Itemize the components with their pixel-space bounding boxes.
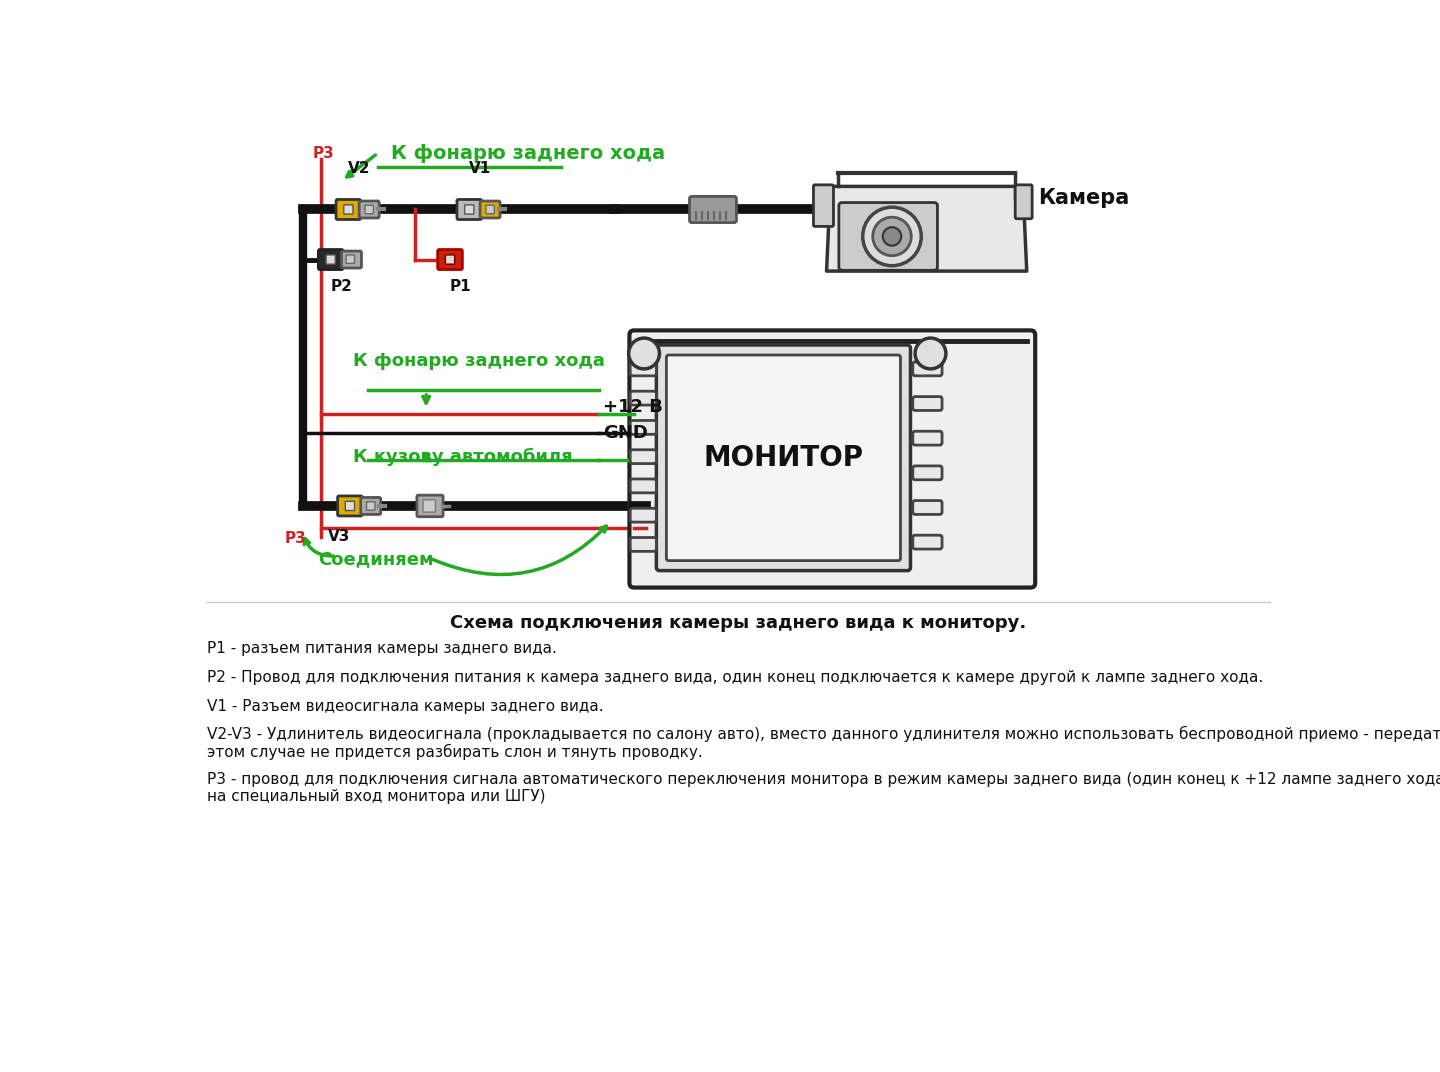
FancyBboxPatch shape [360, 497, 380, 515]
FancyBboxPatch shape [913, 501, 942, 515]
FancyBboxPatch shape [359, 202, 379, 218]
FancyBboxPatch shape [631, 391, 657, 405]
FancyBboxPatch shape [913, 535, 942, 549]
FancyBboxPatch shape [631, 537, 657, 551]
FancyBboxPatch shape [913, 362, 942, 376]
FancyBboxPatch shape [631, 508, 657, 522]
FancyBboxPatch shape [480, 202, 500, 218]
FancyBboxPatch shape [913, 466, 942, 480]
FancyBboxPatch shape [690, 196, 736, 223]
Text: GND: GND [603, 423, 648, 442]
FancyBboxPatch shape [456, 199, 481, 220]
FancyBboxPatch shape [631, 479, 657, 493]
Text: К фонарю заднего хода: К фонарю заднего хода [353, 352, 605, 370]
FancyBboxPatch shape [485, 205, 494, 213]
FancyBboxPatch shape [318, 250, 343, 269]
FancyBboxPatch shape [840, 203, 937, 270]
Text: Камера: Камера [1038, 188, 1129, 208]
Text: P3: P3 [285, 532, 307, 547]
FancyBboxPatch shape [445, 255, 455, 264]
FancyBboxPatch shape [631, 420, 657, 434]
FancyBboxPatch shape [337, 496, 363, 516]
Circle shape [914, 338, 946, 369]
FancyBboxPatch shape [366, 502, 374, 510]
FancyBboxPatch shape [346, 255, 354, 264]
Text: Р3 - провод для подключения сигнала автоматического переключения монитора в режи: Р3 - провод для подключения сигнала авто… [207, 772, 1440, 804]
Text: Р2 - Провод для подключения питания к камера заднего вида, один конец подключает: Р2 - Провод для подключения питания к ка… [207, 670, 1263, 685]
Text: P2: P2 [331, 279, 353, 294]
FancyBboxPatch shape [913, 431, 942, 445]
Text: Р1 - разъем питания камеры заднего вида.: Р1 - разъем питания камеры заднего вида. [207, 641, 557, 656]
FancyBboxPatch shape [344, 205, 353, 214]
FancyBboxPatch shape [465, 205, 474, 214]
Text: V2: V2 [348, 162, 370, 177]
FancyBboxPatch shape [913, 397, 942, 411]
FancyBboxPatch shape [1015, 184, 1032, 219]
FancyBboxPatch shape [336, 199, 360, 220]
Text: К кузову автомобиля: К кузову автомобиля [353, 448, 573, 466]
FancyBboxPatch shape [341, 251, 361, 268]
Polygon shape [827, 187, 1027, 271]
Text: Схема подключения камеры заднего вида к монитору.: Схема подключения камеры заднего вида к … [449, 614, 1027, 631]
FancyBboxPatch shape [346, 502, 354, 510]
FancyBboxPatch shape [364, 205, 373, 213]
Text: V3: V3 [328, 530, 350, 544]
FancyBboxPatch shape [631, 450, 657, 463]
Circle shape [629, 338, 660, 369]
FancyBboxPatch shape [657, 345, 910, 570]
FancyBboxPatch shape [423, 500, 435, 512]
Text: V2-V3 - Удлинитель видеосигнала (прокладывается по салону авто), вместо данного : V2-V3 - Удлинитель видеосигнала (проклад… [207, 726, 1440, 760]
FancyBboxPatch shape [814, 184, 834, 226]
Text: +12 В: +12 В [603, 399, 664, 416]
Text: К фонарю заднего хода: К фонарю заднего хода [392, 144, 665, 163]
Circle shape [863, 207, 922, 266]
FancyBboxPatch shape [438, 250, 462, 269]
FancyBboxPatch shape [325, 255, 336, 264]
Circle shape [883, 227, 901, 245]
Text: P1: P1 [449, 279, 472, 294]
Text: P3: P3 [312, 146, 334, 161]
FancyBboxPatch shape [629, 330, 1035, 587]
Circle shape [873, 218, 912, 256]
Text: Соединяем: Соединяем [318, 551, 433, 568]
FancyBboxPatch shape [418, 495, 444, 517]
FancyBboxPatch shape [667, 355, 900, 561]
Text: V1 - Разъем видеосигнала камеры заднего вида.: V1 - Разъем видеосигнала камеры заднего … [207, 699, 603, 714]
Text: МОНИТОР: МОНИТОР [703, 444, 864, 472]
FancyBboxPatch shape [631, 362, 657, 376]
Text: V1: V1 [469, 162, 491, 177]
